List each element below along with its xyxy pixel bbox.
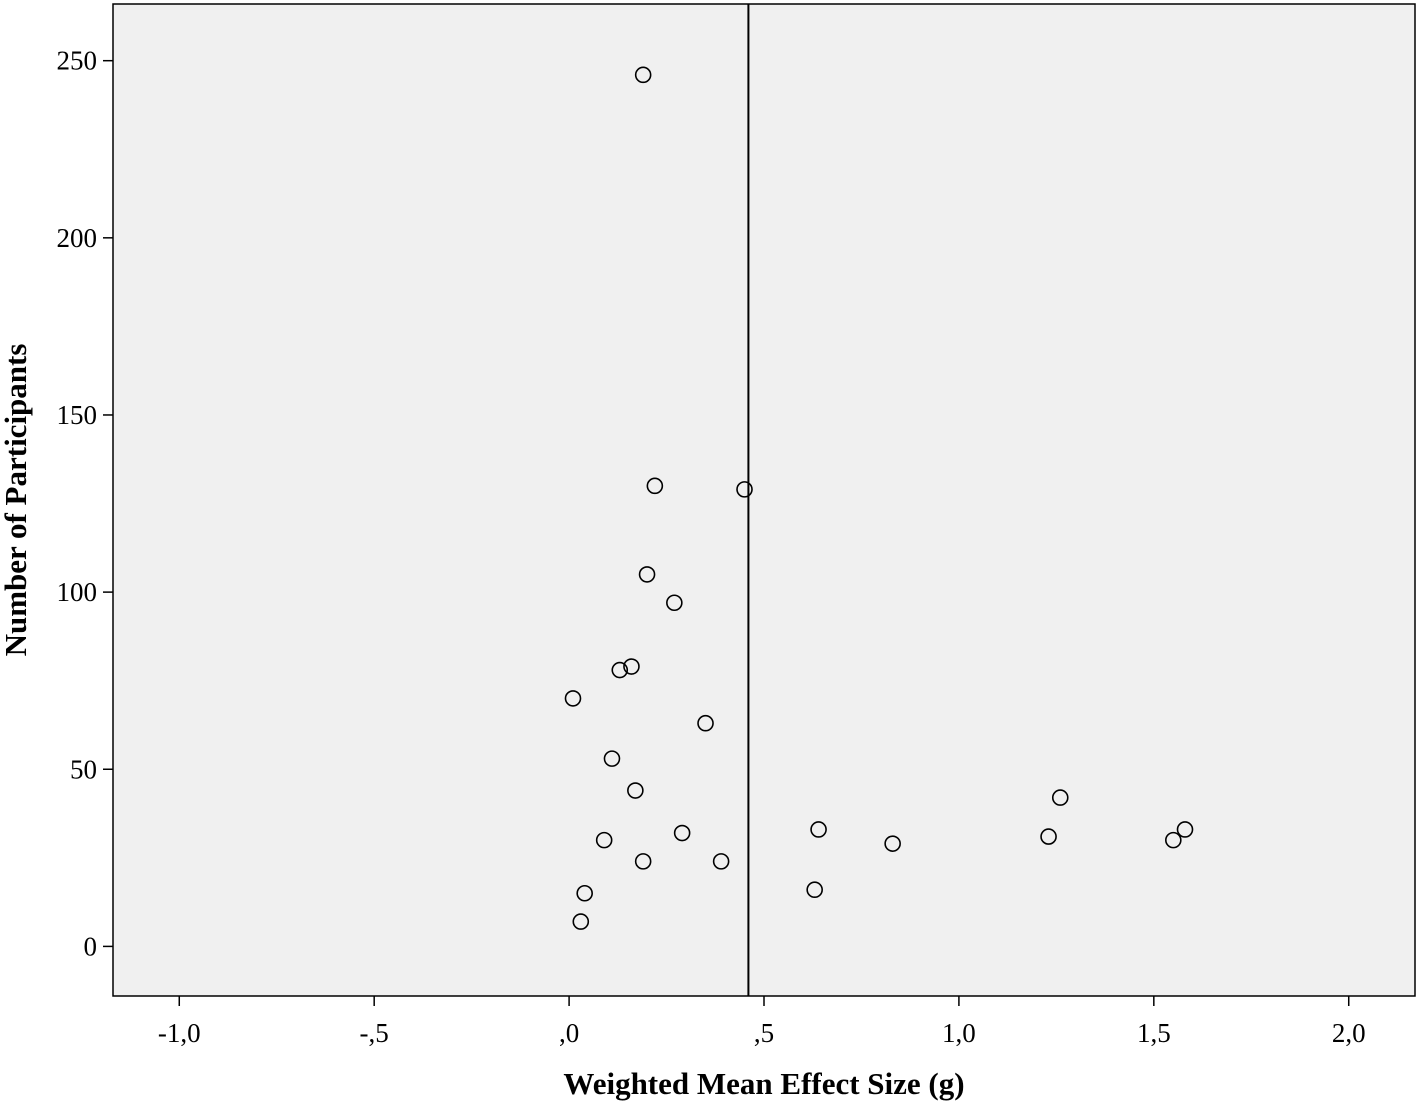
x-tick-label: -,5 (360, 1018, 389, 1048)
data-point (634, 66, 652, 84)
data-point (666, 594, 683, 612)
data-point (611, 661, 629, 679)
y-tick-label: 150 (57, 400, 98, 430)
data-point (884, 835, 901, 852)
y-tick-label: 50 (70, 754, 97, 784)
data-point (673, 824, 691, 842)
data-points-layer (564, 66, 1194, 930)
data-point (634, 853, 652, 870)
data-point (627, 782, 644, 799)
data-point (576, 884, 593, 902)
data-point (810, 821, 827, 838)
data-point (1051, 789, 1069, 806)
x-tick-label: -1,0 (158, 1018, 201, 1048)
x-axis: -1,0 -,5 ,0 ,5 1,0 1,5 2,0 (158, 996, 1366, 1048)
data-point (736, 481, 753, 498)
data-point (603, 750, 621, 767)
data-point (646, 477, 664, 495)
data-point (638, 566, 656, 583)
x-tick-label: 1,5 (1137, 1018, 1171, 1048)
data-point (1040, 828, 1057, 845)
x-tick-label: 2,0 (1332, 1018, 1366, 1048)
x-tick-label: ,0 (559, 1018, 579, 1048)
x-tick-label: 1,0 (942, 1018, 976, 1048)
data-point (1165, 831, 1182, 849)
x-axis-title: Weighted Mean Effect Size (g) (563, 1066, 964, 1101)
y-axis-title: Number of Participants (0, 344, 33, 657)
data-point (806, 881, 823, 899)
y-axis: 0 50 100 150 200 250 (57, 46, 113, 961)
data-point (595, 831, 613, 849)
data-point (572, 913, 590, 930)
data-point (1176, 821, 1194, 838)
y-tick-label: 0 (84, 931, 98, 961)
y-tick-label: 250 (57, 46, 98, 76)
data-point (623, 658, 640, 675)
data-point (697, 714, 714, 732)
data-point (712, 853, 730, 870)
x-tick-label: ,5 (754, 1018, 774, 1048)
data-point (564, 690, 582, 707)
y-tick-label: 200 (57, 223, 98, 253)
y-tick-label: 100 (57, 577, 98, 607)
plot-area (112, 3, 1416, 997)
